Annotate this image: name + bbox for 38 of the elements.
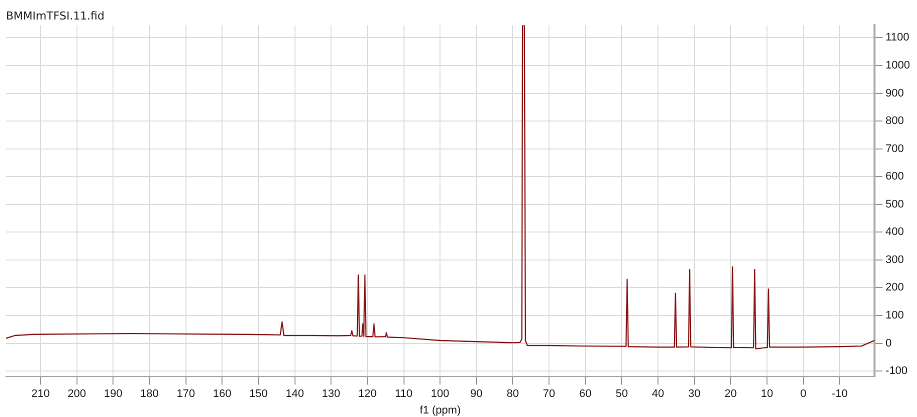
x-tick-label: 70 xyxy=(542,388,556,400)
x-tick-label: 40 xyxy=(652,388,664,400)
x-tick-label: 100 xyxy=(430,388,450,400)
x-tick-label: 130 xyxy=(322,388,340,400)
y-tick-label: 400 xyxy=(886,226,904,238)
x-tick-label: 50 xyxy=(616,388,628,400)
x-tick-label: 30 xyxy=(688,388,700,400)
x-tick-label: 60 xyxy=(579,388,592,400)
x-axis-title: f1 (ppm) xyxy=(420,404,461,416)
x-tick-label: -10 xyxy=(832,388,848,400)
y-tick-label: 100 xyxy=(886,310,904,322)
x-tick-label: 10 xyxy=(760,388,774,400)
x-tick-label: 190 xyxy=(104,388,122,400)
y-tick-label: 900 xyxy=(886,87,904,100)
x-tick-label: 180 xyxy=(140,388,159,400)
x-tick-label: 90 xyxy=(470,388,483,400)
x-tick-label: 200 xyxy=(68,388,86,400)
x-tick-label: 120 xyxy=(358,388,377,400)
x-tick-label: 160 xyxy=(212,388,232,400)
x-tick-label: 0 xyxy=(800,388,806,400)
x-tick-label: 20 xyxy=(724,388,737,400)
x-tick-label: 170 xyxy=(176,388,195,400)
y-tick-label: 300 xyxy=(886,254,904,266)
x-tick-label: 80 xyxy=(506,388,519,400)
y-tick-label: 200 xyxy=(886,282,904,294)
x-tick-label: 150 xyxy=(249,388,268,400)
y-tick-label: 1100 xyxy=(886,32,910,44)
y-tick-label: -100 xyxy=(886,365,908,378)
chart-title: BMMImTFSI.11.fid xyxy=(6,9,104,22)
y-tick-label: 1000 xyxy=(886,60,910,72)
y-tick-label: 500 xyxy=(886,198,904,210)
y-tick-label: 800 xyxy=(886,115,904,128)
x-tick-label: 210 xyxy=(31,388,50,400)
y-tick-label: 0 xyxy=(886,337,892,350)
y-tick-label: 600 xyxy=(886,170,904,183)
x-tick-label: 110 xyxy=(394,388,413,400)
y-tick-label: 700 xyxy=(886,142,904,155)
x-tick-label: 140 xyxy=(286,388,304,400)
